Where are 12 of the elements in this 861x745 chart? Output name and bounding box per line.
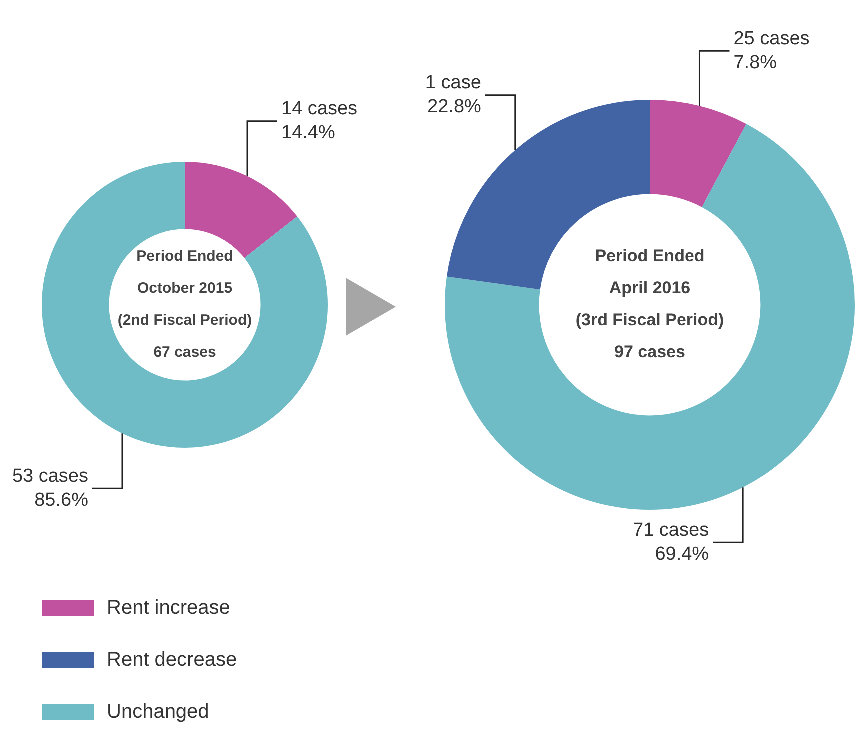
data-label: 53 cases 85.6% (12, 466, 89, 511)
legend-label: Unchanged (107, 700, 210, 724)
data-label: 14 cases 14.4% (282, 98, 358, 144)
data-label: 1 case 22.8% (425, 72, 482, 118)
text: 97 cases (614, 342, 686, 362)
text: Period Ended April 2016 (3rd Fiscal Period) (576, 246, 724, 330)
legend-label: Rent decrease (107, 648, 238, 672)
data-label: 25 cases 7.8% (734, 28, 810, 74)
text: 67 cases (154, 344, 216, 362)
data-label: 71 cases 69.4% (633, 520, 710, 565)
legend-label: Rent increase (107, 596, 230, 620)
text: Period Ended October 2015 (2nd Fiscal Period) (118, 248, 252, 330)
